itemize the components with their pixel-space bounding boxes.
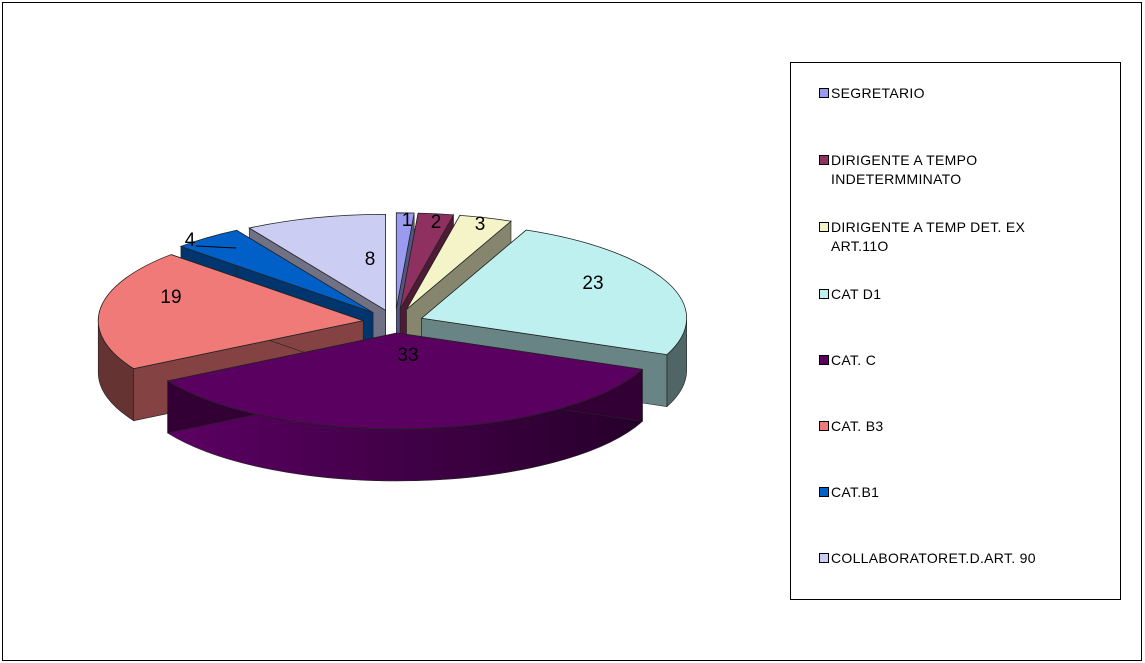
data-label-dirigente-tempo-indeterminato: 2 (431, 212, 442, 233)
legend-label-cat-b1: CAT.B1 (831, 484, 880, 500)
pie-slice-top-cat-c (166, 332, 644, 430)
legend-swatch-segretario (819, 88, 829, 98)
data-label-cat-b1: 4 (185, 230, 196, 251)
legend-item-collaboratore: COLLABORATORET.D.ART. 90 (819, 549, 1109, 568)
legend-item-segretario: SEGRETARIO (819, 84, 1109, 103)
pie-slice-top-cat-b1 (179, 229, 374, 313)
pie-slice-top-segretario (395, 212, 415, 309)
legend-swatch-collaboratore (819, 553, 829, 563)
legend-item-dirigente-tempo-indeterminato: DIRIGENTE A TEMPO INDETERMMINATO (819, 151, 1109, 189)
legend-item-cat-b3: CAT. B3 (819, 417, 1109, 436)
pie-slice-cat-c (166, 332, 644, 482)
legend-label-cat-c: CAT. C (831, 352, 877, 368)
legend-swatch-cat-d1 (819, 289, 829, 299)
data-label-cat-c: 33 (397, 345, 418, 366)
legend-item-cat-d1: CAT D1 (819, 285, 1109, 304)
legend-swatch-cat-b3 (819, 421, 829, 431)
legend-label-segretario: SEGRETARIO (831, 85, 925, 101)
legend-item-cat-c: CAT. C (819, 351, 1109, 370)
pie-slice-top-cat-d1 (420, 229, 688, 356)
legend-item-dirigente-temp-det: DIRIGENTE A TEMP DET. EX ART.11O (819, 218, 1109, 256)
data-label-cat-b3: 19 (160, 287, 181, 308)
legend-swatch-cat-b1 (819, 487, 829, 497)
legend-item-cat-b1: CAT.B1 (819, 483, 1109, 502)
legend-label-cat-b3: CAT. B3 (831, 418, 884, 434)
pie-slice-top-collaboratore (248, 213, 387, 312)
legend-label-collaboratore: COLLABORATORET.D.ART. 90 (831, 550, 1036, 566)
data-label-dirigente-temp-det: 3 (475, 214, 486, 235)
legend: SEGRETARIO DIRIGENTE A TEMPO INDETERMMIN… (790, 62, 1121, 600)
legend-label-dirigente-tempo-indeterminato: DIRIGENTE A TEMPO INDETERMMINATO (831, 152, 978, 187)
pie-slice-top-dirigente-temp-det (406, 214, 512, 310)
pie-slice-top-cat-b3 (97, 254, 365, 370)
data-label-segretario: 1 (402, 210, 413, 231)
legend-swatch-cat-c (819, 355, 829, 365)
pie-slice-top-dirigente-tempo-indeterminato (399, 212, 455, 310)
data-label-cat-d1: 23 (582, 273, 603, 294)
legend-swatch-dirigente-tempo-indeterminato (819, 155, 829, 165)
legend-swatch-dirigente-temp-det (819, 222, 829, 232)
data-label-collaboratore: 8 (365, 249, 376, 270)
leader-line-cat-b1 (195, 245, 237, 249)
legend-label-dirigente-temp-det: DIRIGENTE A TEMP DET. EX ART.11O (831, 219, 1026, 254)
legend-label-cat-d1: CAT D1 (831, 286, 882, 302)
